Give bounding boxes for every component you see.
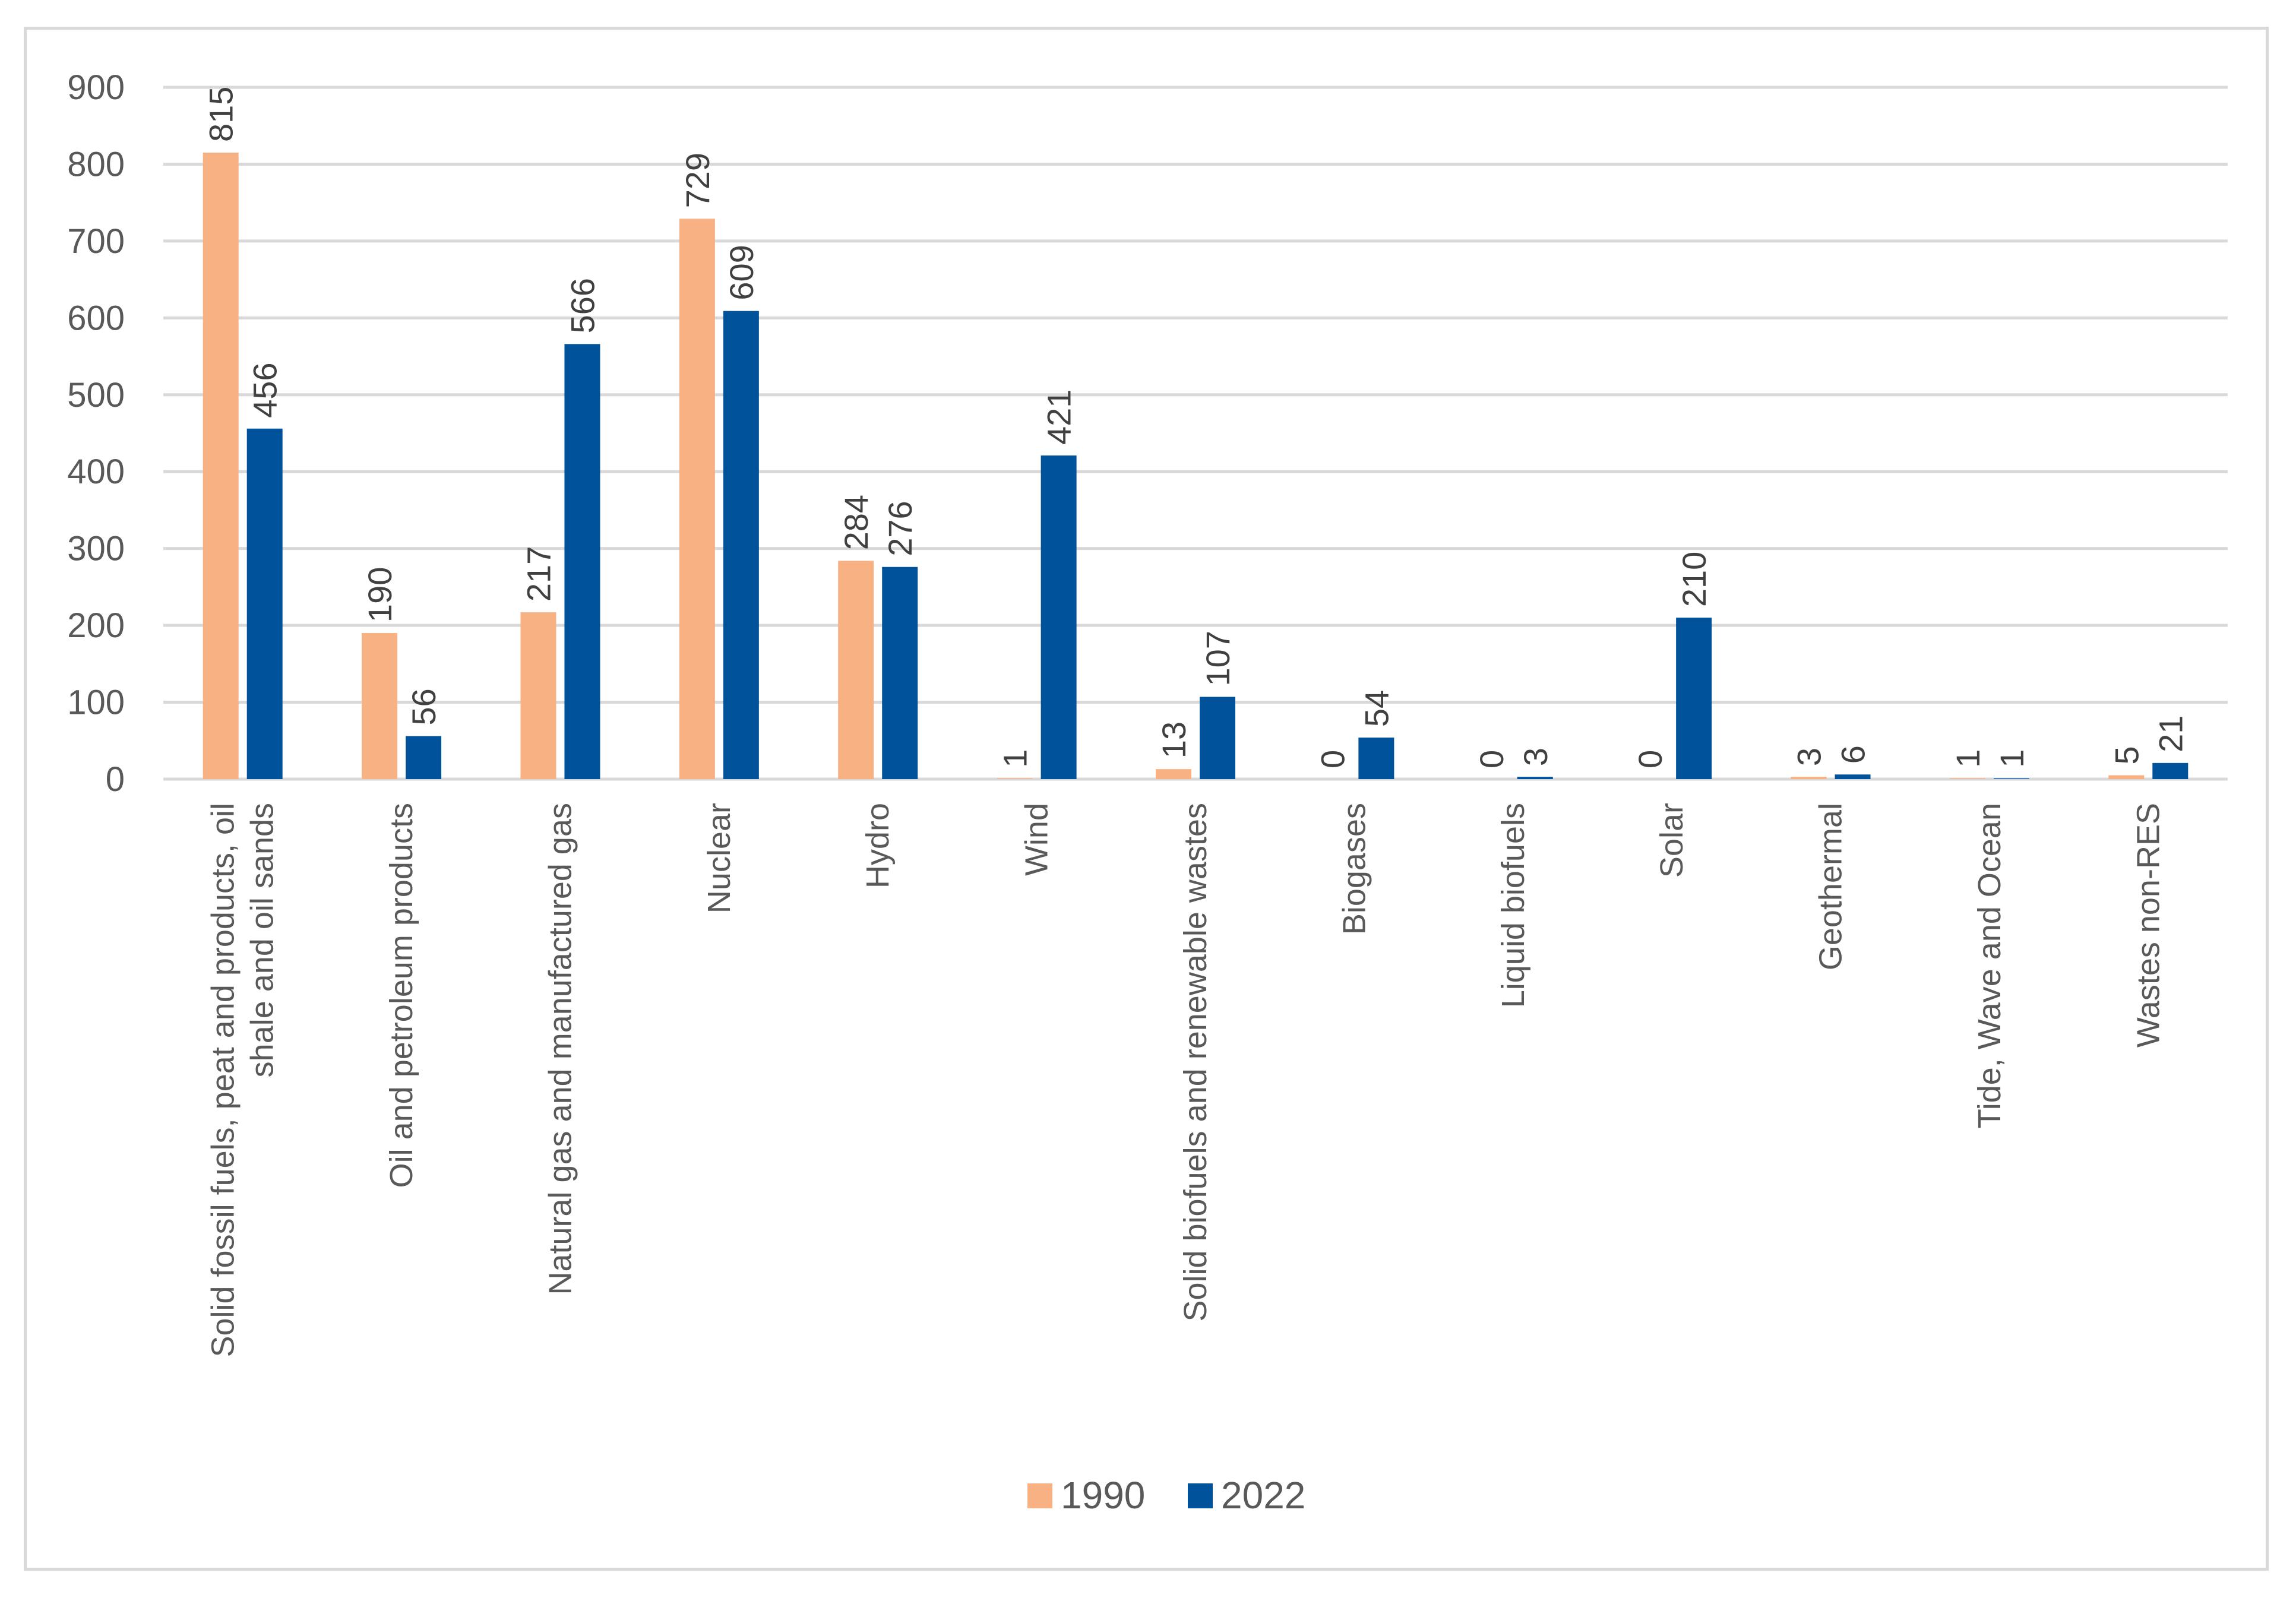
legend-label: 2022 [1221,1474,1305,1517]
bar-1990 [1791,777,1827,779]
y-tick-label: 100 [67,683,125,722]
data-label-1990: 190 [361,567,399,622]
data-label-2022: 421 [1041,390,1078,445]
data-label-1990: 815 [203,87,240,142]
data-label-2022: 54 [1358,690,1395,727]
data-label-1990: 0 [1314,750,1351,768]
y-tick-label: 0 [106,760,125,799]
bar-2022 [564,344,600,779]
data-label-2022: 21 [2152,716,2189,752]
bar-2022 [1200,697,1235,779]
data-label-2022: 6 [1835,745,1872,764]
bar-1990 [520,612,556,779]
y-tick-label: 600 [67,299,125,337]
data-label-1990: 0 [1631,750,1669,768]
legend-swatch-2022 [1188,1483,1213,1508]
data-label-1990: 3 [1791,748,1828,766]
data-label-2022: 56 [405,688,442,725]
bar-1990 [679,219,715,780]
data-label-2022: 107 [1199,631,1236,686]
data-label-2022: 276 [881,501,919,556]
data-label-2022: 210 [1675,552,1713,607]
bar-2022 [1517,777,1553,779]
x-category-label: Geothermal [1813,803,1849,970]
bar-2022 [406,736,442,779]
bar-2022 [1835,774,1871,779]
data-label-2022: 3 [1517,748,1554,766]
x-category-label: Nuclear [701,803,737,913]
bar-1990 [2108,775,2145,779]
y-tick-label: 400 [67,452,125,491]
y-tick-label: 200 [67,606,125,645]
bar-2022 [246,428,283,779]
x-category-label: Solar [1654,803,1690,878]
data-label-2022: 1 [1993,749,2031,768]
data-label-1990: 1 [1949,749,1987,768]
bar-2022 [1676,618,1712,779]
legend-label: 1990 [1061,1474,1145,1517]
data-label-1990: 1 [997,749,1034,768]
y-tick-label: 900 [67,68,125,107]
data-label-2022: 456 [246,362,284,417]
bar-1990 [203,153,239,779]
data-label-2022: 609 [723,245,760,300]
y-tick-label: 500 [67,376,125,414]
y-tick-label: 700 [67,222,125,261]
data-label-2022: 566 [564,278,601,333]
data-label-1990: 0 [1473,750,1510,768]
bar-2022 [2152,762,2189,779]
x-category-label: Tide, Wave and Ocean [1972,803,2007,1128]
x-category-label: Wastes non-RES [2130,803,2166,1048]
data-label-1990: 5 [2108,746,2145,764]
y-tick-label: 800 [67,145,125,183]
x-category-label: Natural gas and manufactured gas [542,803,578,1295]
x-category-label: Hydro [860,803,896,888]
x-category-label: Solid biofuels and renewable wastes [1178,803,1213,1322]
x-category-label: shale and oil sands [245,803,280,1077]
x-category-label: Wind [1019,803,1055,876]
x-category-label: Oil and petroleum products [384,803,419,1188]
legend-swatch-1990 [1027,1483,1052,1508]
bar-2022 [1041,455,1077,779]
x-category-label: Biogases [1336,803,1372,935]
bar-2022 [723,311,759,779]
data-label-1990: 13 [1155,722,1193,758]
bar-2022 [1358,738,1394,779]
y-tick-label: 300 [67,530,125,568]
data-label-1990: 284 [837,495,875,550]
bar-2022 [882,567,918,779]
data-label-1990: 729 [679,153,716,208]
chart-frame: 0 100 200 300 400 500 600 700 800 900 815 456 Solid … [24,27,2269,1571]
bar-1990 [838,561,874,779]
x-category-label: Solid fossil fuels, peat and products, o… [205,803,241,1357]
bar-1990 [362,633,398,779]
data-label-1990: 217 [520,546,557,602]
x-category-label: Liquid biofuels [1495,803,1531,1008]
bar-1990 [1156,769,1191,779]
